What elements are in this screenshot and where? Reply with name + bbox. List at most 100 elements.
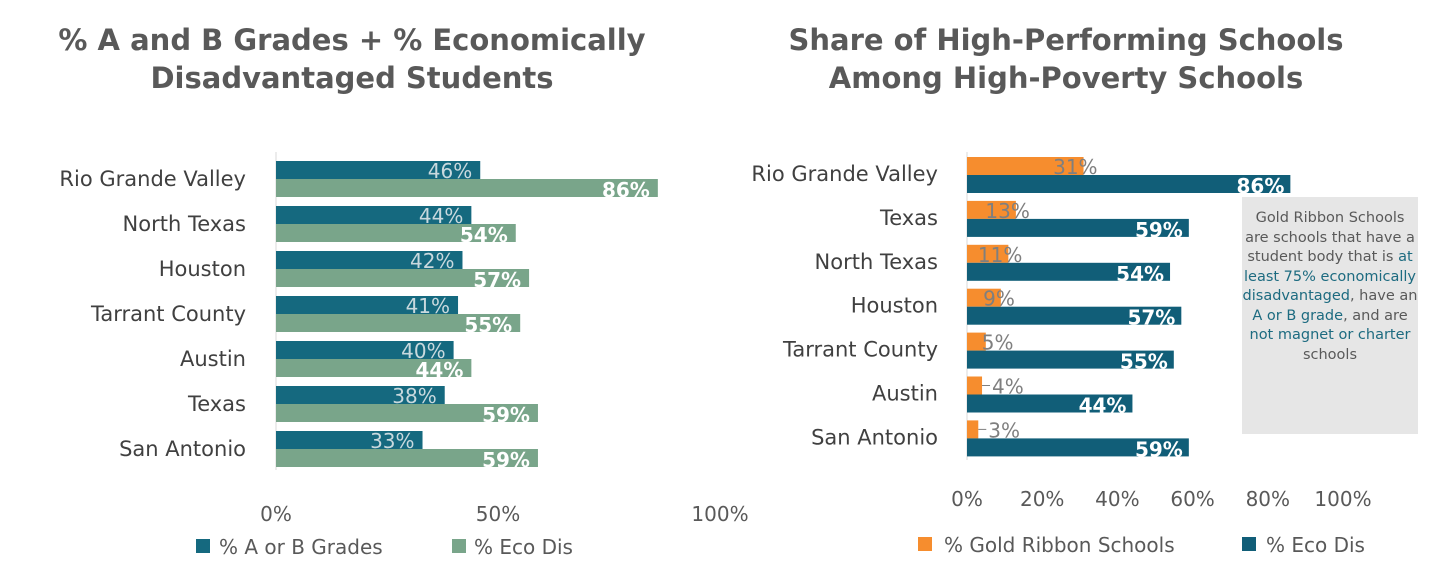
bar-ab-grades — [276, 386, 445, 404]
x-tick-label: 40% — [1095, 487, 1139, 511]
category-label: Houston — [851, 294, 938, 318]
data-label: 55% — [464, 313, 512, 337]
bar-ab-grades — [276, 341, 454, 359]
data-label: 44% — [419, 204, 463, 228]
note-highlight: at least 75% economically disadvantaged — [1242, 249, 1416, 304]
bar-eco-dis — [967, 438, 1189, 457]
legend-label: % Gold Ribbon Schools — [944, 533, 1175, 557]
x-tick-label: 0% — [260, 502, 292, 526]
x-tick-label: 60% — [1170, 487, 1214, 511]
bar-eco-dis — [276, 179, 658, 197]
bar-gold-ribbon — [967, 288, 1001, 307]
category-label: Rio Grande Valley — [59, 167, 246, 191]
x-tick-label: 80% — [1246, 487, 1290, 511]
bar-eco-dis — [967, 394, 1133, 413]
category-label: San Antonio — [811, 425, 938, 449]
data-label: 44% — [415, 358, 463, 382]
chart-title: Among High-Poverty Schools — [829, 61, 1303, 95]
bar-gold-ribbon — [967, 157, 1084, 175]
data-label: 59% — [1135, 218, 1183, 242]
chart-title: Disadvantaged Students — [150, 61, 553, 95]
bar-eco-dis — [967, 262, 1171, 281]
data-label: 57% — [473, 268, 521, 292]
bar-gold-ribbon — [967, 376, 983, 395]
category-label: Austin — [872, 382, 938, 406]
note-text: Gold Ribbon Schools are schools that hav… — [1245, 210, 1415, 265]
note-text: , have an — [1349, 288, 1418, 304]
x-tick-label: 100% — [1314, 487, 1371, 511]
legend-swatch — [1242, 537, 1256, 551]
note-text: schools — [1302, 346, 1358, 363]
gold-ribbon-note: Gold Ribbon Schools are schools that hav… — [1242, 197, 1418, 434]
bar-eco-dis — [276, 404, 538, 422]
bar-eco-dis — [276, 449, 538, 467]
data-label: 44% — [1079, 394, 1127, 418]
bar-gold-ribbon — [967, 332, 986, 351]
bar-eco-dis — [967, 218, 1189, 237]
category-label: Austin — [180, 347, 246, 371]
legend-swatch — [196, 539, 210, 553]
data-label: 33% — [370, 429, 414, 453]
bar-ab-grades — [276, 206, 472, 224]
x-tick-label: 50% — [476, 502, 520, 526]
bar-ab-grades — [276, 296, 459, 314]
bar-gold-ribbon — [967, 420, 979, 439]
data-label: 38% — [392, 384, 436, 408]
legend-swatch — [452, 539, 466, 553]
data-label: 54% — [460, 223, 508, 247]
legend-swatch — [918, 537, 932, 551]
bar-eco-dis — [276, 359, 472, 377]
bar-ab-grades — [276, 431, 423, 449]
data-label: 55% — [1120, 350, 1168, 374]
bar-gold-ribbon — [967, 244, 1009, 263]
legend-label: % Eco Dis — [1266, 533, 1365, 557]
legend-label: % Eco Dis — [474, 535, 573, 559]
data-label: 9% — [983, 287, 1015, 311]
bar-eco-dis — [276, 224, 516, 242]
note-highlight: not magnet or charter — [1249, 327, 1411, 343]
data-label: 3% — [988, 418, 1020, 442]
data-label: 59% — [1135, 437, 1183, 461]
note-highlight: A or B grade — [1252, 307, 1344, 324]
data-label: 46% — [428, 159, 472, 183]
data-label: 54% — [1116, 262, 1164, 286]
category-label: Tarrant County — [90, 302, 246, 326]
bar-gold-ribbon — [967, 200, 1016, 219]
data-label: 5% — [982, 331, 1014, 355]
bar-eco-dis — [967, 175, 1291, 193]
category-label: North Texas — [815, 250, 938, 274]
data-label: 86% — [1236, 174, 1284, 198]
data-label: 4% — [992, 375, 1024, 399]
bar-ab-grades — [276, 161, 481, 179]
category-label: Houston — [159, 257, 246, 281]
data-label: 42% — [410, 249, 454, 273]
x-tick-label: 100% — [691, 502, 748, 526]
data-label: 59% — [482, 403, 530, 427]
category-label: Texas — [879, 206, 938, 230]
chart-title: Share of High-Performing Schools — [789, 23, 1344, 57]
data-label: 59% — [482, 448, 530, 472]
data-label: 11% — [978, 243, 1022, 267]
category-label: Texas — [187, 392, 246, 416]
note-text: , and are — [1343, 307, 1408, 324]
bar-eco-dis — [276, 269, 530, 287]
bar-ab-grades — [276, 251, 463, 269]
data-label: 57% — [1127, 306, 1175, 330]
legend-label: % A or B Grades — [219, 535, 383, 559]
data-label: 13% — [985, 199, 1029, 223]
category-label: Tarrant County — [782, 338, 938, 362]
category-label: North Texas — [123, 212, 246, 236]
data-label: 31% — [1053, 155, 1097, 179]
category-label: Rio Grande Valley — [751, 162, 938, 186]
data-label: 41% — [406, 294, 450, 318]
chart-title: % A and B Grades + % Economically — [58, 23, 645, 57]
data-label: 40% — [401, 339, 445, 363]
bar-eco-dis — [967, 350, 1174, 369]
bar-eco-dis — [276, 314, 521, 332]
x-tick-label: 20% — [1020, 487, 1064, 511]
category-label: San Antonio — [119, 437, 246, 461]
x-tick-label: 0% — [951, 487, 983, 511]
bar-eco-dis — [967, 306, 1182, 325]
data-label: 86% — [602, 178, 650, 202]
